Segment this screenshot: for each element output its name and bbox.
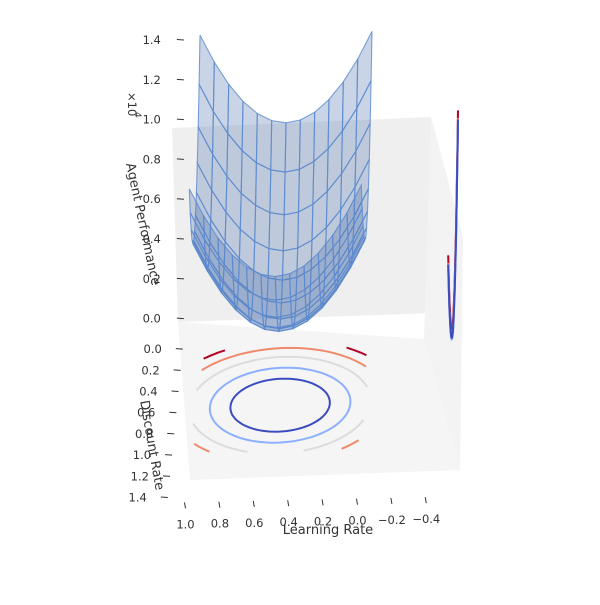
y-tick-mark bbox=[175, 348, 183, 350]
y-tick-label: 0.2 bbox=[141, 363, 159, 377]
surface-patch bbox=[255, 161, 272, 214]
z-tick-mark bbox=[176, 317, 184, 320]
floor-contour-1 bbox=[341, 439, 360, 450]
y-tick-label: 1.0 bbox=[133, 448, 151, 462]
surface-patch bbox=[188, 188, 206, 240]
y-tick-label: 1.2 bbox=[131, 469, 149, 483]
back-pane bbox=[172, 117, 463, 322]
y-tick-label: 0.4 bbox=[139, 385, 157, 399]
y-tick-label: 0.8 bbox=[135, 427, 153, 441]
z-tick-label: 0.0 bbox=[143, 312, 161, 326]
surface-patch bbox=[284, 119, 301, 173]
x-tick-label: 0.6 bbox=[245, 516, 263, 530]
z-tick-mark bbox=[176, 277, 184, 280]
x-tick-mark bbox=[424, 497, 427, 504]
x-tick-mark bbox=[183, 502, 186, 509]
z-scale-exponent: 4 bbox=[132, 112, 142, 118]
z-tick-mark bbox=[176, 158, 184, 160]
floor-contour-1 bbox=[193, 442, 210, 453]
y-tick-label: 0.6 bbox=[137, 406, 155, 420]
y-axis-ticks: 0.0 0.2 0.4 0.6 0.8 1.0 1.2 1.4 bbox=[129, 342, 183, 505]
surface-patch bbox=[255, 112, 273, 171]
z-tick-mark bbox=[176, 198, 184, 200]
z-scale-multiplier: ×10 bbox=[125, 92, 139, 116]
floor-contour-4 bbox=[229, 377, 331, 433]
y-tick-label: 1.4 bbox=[129, 491, 147, 505]
surface-patch bbox=[298, 111, 316, 171]
floor-contour-0 bbox=[346, 346, 367, 357]
x-tick-mark bbox=[287, 500, 290, 507]
y-tick-mark bbox=[171, 390, 179, 393]
floor-contour-3 bbox=[208, 366, 352, 444]
z-tick-mark bbox=[176, 78, 184, 81]
surface-patch bbox=[282, 211, 300, 252]
floor-contour-1 bbox=[201, 346, 367, 372]
floor-contour-2 bbox=[192, 423, 248, 453]
z-tick-label: 1.4 bbox=[143, 33, 161, 47]
x-tick-mark bbox=[321, 499, 324, 506]
side-contours bbox=[447, 110, 459, 341]
z-axis-label: Agent Performance bbox=[122, 162, 163, 287]
y-tick-mark bbox=[160, 496, 168, 499]
x-tick-label: 0.8 bbox=[211, 517, 229, 531]
z-tick-mark bbox=[176, 39, 184, 41]
z-tick-label: 1.0 bbox=[143, 113, 161, 127]
x-tick-mark bbox=[218, 501, 221, 508]
y-tick-mark bbox=[169, 411, 177, 414]
side-contour-3 bbox=[447, 119, 459, 340]
z-axis-ticks: 0.0 0.2 0.4 0.6 0.8 1.0 1.2 1.4 bbox=[143, 33, 184, 326]
floor-contour-2 bbox=[303, 419, 365, 452]
surface-patch bbox=[269, 169, 286, 216]
z-scale-note: ×10 4 bbox=[125, 92, 142, 118]
floor-contours bbox=[192, 346, 368, 453]
z-tick-label: 0.8 bbox=[143, 152, 161, 166]
y-tick-mark bbox=[173, 369, 181, 371]
right-pane bbox=[424, 117, 463, 470]
z-tick-label: 1.2 bbox=[143, 73, 161, 87]
floor-contour-0 bbox=[203, 349, 226, 360]
floor-contour-2 bbox=[195, 355, 368, 392]
surface-patch bbox=[268, 211, 285, 252]
x-tick-mark bbox=[390, 497, 393, 505]
z-tick-label: 0.6 bbox=[143, 192, 161, 206]
x-tick-label: 0.0 bbox=[348, 514, 366, 528]
x-axis-label: Learning Rate bbox=[283, 523, 373, 538]
x-tick-mark bbox=[252, 500, 255, 508]
z-tick-mark bbox=[176, 238, 184, 240]
x-tick-label: −0.2 bbox=[378, 513, 406, 527]
x-tick-label: 1.0 bbox=[176, 517, 194, 531]
y-tick-mark bbox=[165, 454, 173, 456]
x-tick-mark bbox=[355, 498, 358, 505]
x-tick-label: 0.4 bbox=[280, 515, 298, 529]
floor-pane bbox=[178, 322, 460, 480]
surface-layer bbox=[188, 31, 373, 333]
z-tick-label: 0.2 bbox=[143, 272, 161, 286]
z-tick-mark bbox=[176, 118, 184, 121]
surface-patch bbox=[270, 119, 287, 173]
surface-patch bbox=[283, 168, 300, 216]
y-tick-label: 0.0 bbox=[144, 342, 162, 356]
y-tick-mark bbox=[162, 475, 170, 477]
y-tick-mark bbox=[167, 432, 175, 435]
x-axis-ticks: 1.0 0.8 0.6 0.4 0.2 0.0 −0.2 −0.4 bbox=[176, 497, 440, 531]
z-tick-label: 0.4 bbox=[143, 232, 161, 246]
x-tick-label: 0.2 bbox=[314, 514, 332, 528]
x-tick-label: −0.4 bbox=[412, 512, 440, 526]
